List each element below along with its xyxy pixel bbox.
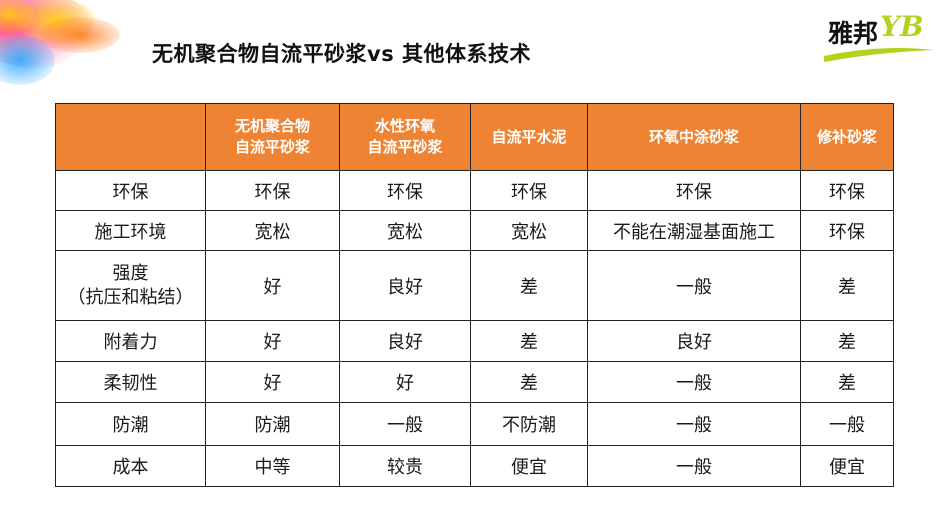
table-cell: 较贵 <box>339 445 471 487</box>
table-cell: 中等 <box>205 445 340 487</box>
table-cell: 不能在潮湿基面施工 <box>587 210 801 251</box>
column-header: 环氧中涂砂浆 <box>587 103 801 171</box>
table-cell: 一般 <box>587 361 801 403</box>
row-label-text: 环保 <box>112 181 149 203</box>
logo-text: 雅邦 <box>828 19 879 48</box>
table-cell: 差 <box>470 250 588 321</box>
table-cell: 环保 <box>587 170 801 211</box>
table-row: 防潮 防潮 一般 不防潮 一般 一般 <box>55 402 894 446</box>
header-corner-cell <box>55 103 206 171</box>
row-label-text: 强度 <box>112 262 149 284</box>
table-cell: 好 <box>205 361 340 403</box>
row-label-cell: 施工环境 <box>55 210 206 251</box>
row-label-text: 附着力 <box>103 332 158 353</box>
column-header-line: 环氧中涂砂浆 <box>648 127 739 146</box>
table-cell: 差 <box>800 320 894 362</box>
table-cell: 差 <box>800 361 894 403</box>
column-header-line: 自流平砂浆 <box>234 138 310 156</box>
table-cell: 宽松 <box>470 210 588 251</box>
row-label-text: 施工环境 <box>94 221 167 243</box>
table-row: 强度 （抗压和粘结）好良好差一般差 <box>55 250 894 321</box>
logo-swoosh-icon <box>824 48 934 62</box>
row-label-cell: 防潮 <box>55 402 206 446</box>
table-cell: 好 <box>339 361 471 403</box>
comparison-table: 无机聚合物 自流平砂浆 水性环氧 自流平砂浆 自流平水泥 环氧中涂砂浆 修补砂浆 环保 环保环… <box>55 103 894 487</box>
row-label-text: （抗压和粘结） <box>67 286 194 308</box>
column-header: 水性环氧 自流平砂浆 <box>339 103 471 171</box>
table-cell: 环保 <box>800 210 894 251</box>
column-header: 修补砂浆 <box>800 103 894 171</box>
table-cell: 不防潮 <box>470 402 588 446</box>
table-row: 环保 环保 环保 环保 环保 环保 <box>55 170 894 211</box>
row-label-text: 成本 <box>112 457 149 478</box>
table-row: 附着力好良好差良好差 <box>55 320 894 362</box>
table-header-row: 无机聚合物 自流平砂浆 水性环氧 自流平砂浆 自流平水泥 环氧中涂砂浆 修补砂浆 <box>55 103 894 171</box>
decorative-splash <box>0 0 150 110</box>
table-cell: 一般 <box>587 402 801 446</box>
slide-title: 无机聚合物自流平砂浆vs 其他体系技术 <box>152 42 531 66</box>
table-cell: 好 <box>205 250 340 321</box>
table-row: 施工环境 宽松 宽松 宽松 不能在潮湿基面施工 环保 <box>55 210 894 251</box>
table-cell: 好 <box>205 320 340 362</box>
table-cell: 宽松 <box>339 210 471 251</box>
column-header-line: 自流平砂浆 <box>367 138 443 156</box>
table-cell: 便宜 <box>470 445 588 487</box>
table-cell: 良好 <box>587 320 801 362</box>
table-cell: 防潮 <box>205 402 340 446</box>
table-cell: 一般 <box>587 445 801 487</box>
table-cell: 环保 <box>470 170 588 211</box>
table-cell: 良好 <box>339 320 471 362</box>
row-label-cell: 成本 <box>55 445 206 487</box>
row-label-cell: 附着力 <box>55 320 206 362</box>
table-cell: 差 <box>800 250 894 321</box>
column-header: 自流平水泥 <box>470 103 588 171</box>
table-cell: 环保 <box>800 170 894 211</box>
table-cell: 差 <box>470 361 588 403</box>
table-cell: 环保 <box>205 170 340 211</box>
column-header-line: 修补砂浆 <box>816 127 877 146</box>
brand-logo: 雅邦 YB <box>820 8 938 66</box>
row-label-cell: 柔韧性 <box>55 361 206 403</box>
column-header-line: 自流平水泥 <box>491 127 567 146</box>
column-header-line: 无机聚合物 <box>234 117 310 135</box>
table-cell: 便宜 <box>800 445 894 487</box>
table-cell: 一般 <box>800 402 894 446</box>
table-cell: 宽松 <box>205 210 340 251</box>
table-row: 柔韧性好好差一般差 <box>55 361 894 403</box>
table-cell: 一般 <box>339 402 471 446</box>
row-label-text: 柔韧性 <box>103 373 158 394</box>
column-header-line: 水性环氧 <box>374 117 435 135</box>
table-cell: 良好 <box>339 250 471 321</box>
row-label-cell: 环保 <box>55 170 206 211</box>
column-header: 无机聚合物自流平砂浆 <box>205 103 340 171</box>
logo-mark: YB <box>880 10 924 43</box>
table-cell: 一般 <box>587 250 801 321</box>
table-row: 成本 中等 较贵 便宜 一般 便宜 <box>55 445 894 487</box>
table-cell: 环保 <box>339 170 471 211</box>
table-cell: 差 <box>470 320 588 362</box>
row-label-text: 防潮 <box>112 415 149 436</box>
row-label-cell: 强度 （抗压和粘结） <box>55 250 206 321</box>
